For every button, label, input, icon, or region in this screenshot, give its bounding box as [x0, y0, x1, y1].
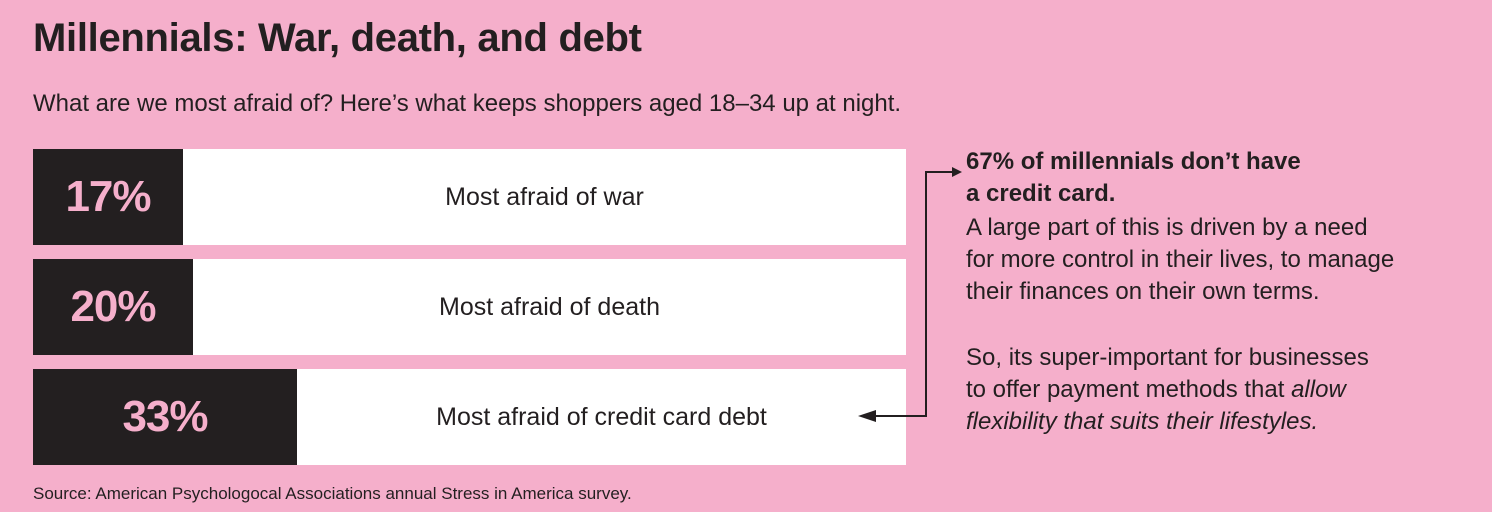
callout-p2-line3: flexibility that suits their lifestyles. — [966, 408, 1319, 435]
callout-paragraph-1: A large part of this is driven by a need… — [966, 212, 1476, 308]
bar-value: 20% — [33, 259, 193, 355]
bar-row: 17% Most afraid of war — [33, 149, 906, 245]
arrowhead-right-icon — [952, 167, 962, 177]
bar-category-label: Most afraid of war — [445, 182, 644, 211]
callout-p2-line1: So, its super-important for businesses — [966, 344, 1369, 371]
callout-p1-line3: their finances on their own terms. — [966, 278, 1320, 305]
callout-note: 67% of millennials don’t have a credit c… — [966, 146, 1476, 438]
callout-p2-line2-italic: allow — [1291, 376, 1346, 403]
bar-category-label: Most afraid of credit card debt — [436, 402, 767, 431]
source-note: Source: American Psychologocal Associati… — [33, 484, 632, 503]
bar-row: 33% Most afraid of credit card debt — [33, 369, 906, 465]
callout-p2-line2: to offer payment methods that — [966, 376, 1292, 403]
chart-title: Millennials: War, death, and debt — [33, 16, 642, 60]
connector-line — [862, 171, 954, 417]
bar-value: 17% — [33, 149, 183, 245]
bar-category-label: Most afraid of death — [439, 292, 660, 321]
bar-value: 33% — [33, 369, 297, 465]
callout-paragraph-2: So, its super-important for businesses t… — [966, 342, 1476, 438]
callout-p1-line1: A large part of this is driven by a need — [966, 214, 1368, 241]
chart-subtitle: What are we most afraid of? Here’s what … — [33, 90, 902, 117]
callout-p1-line2: for more control in their lives, to mana… — [966, 246, 1395, 273]
callout-headline-line1: 67% of millennials don’t have — [966, 148, 1301, 175]
callout-headline-line2: a credit card. — [966, 180, 1116, 207]
callout-headline: 67% of millennials don’t have a credit c… — [966, 146, 1476, 210]
bar-row: 20% Most afraid of death — [33, 259, 906, 355]
arrowhead-left-icon — [858, 410, 876, 422]
